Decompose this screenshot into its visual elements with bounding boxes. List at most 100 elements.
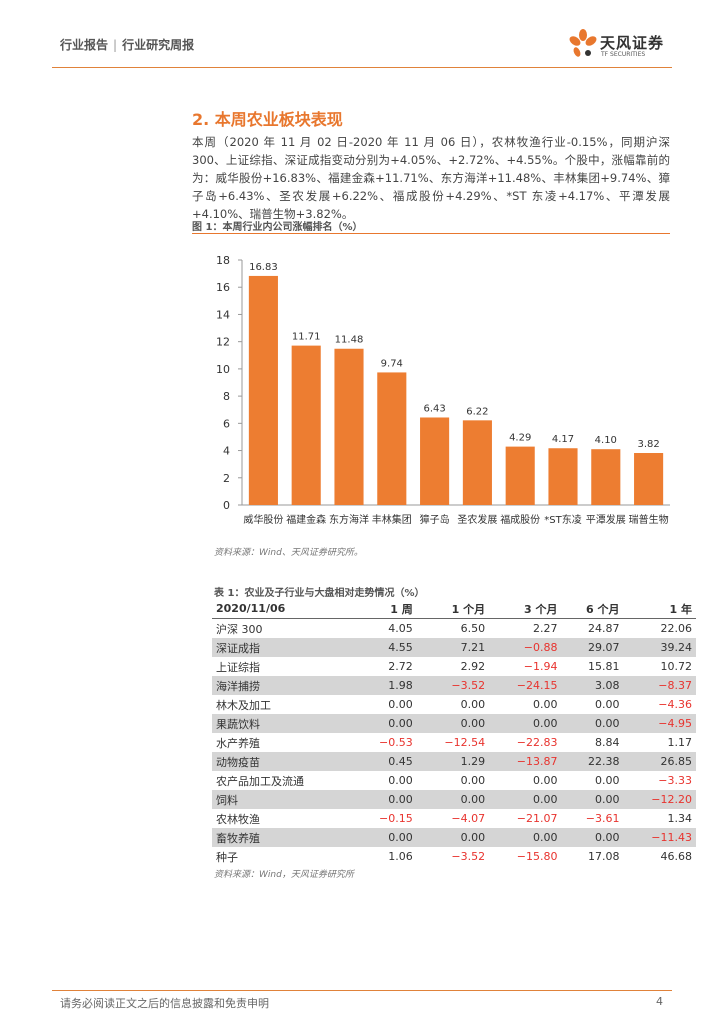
table-row-label: 畜牧养殖 <box>212 828 355 847</box>
y-tick-label: 2 <box>223 472 230 485</box>
table-cell: −21.07 <box>516 812 558 825</box>
table-header-period: 1 年 <box>623 599 696 619</box>
table-cell: 4.55 <box>354 638 417 657</box>
table-cell: −0.15 <box>378 812 413 825</box>
table-cell: −24.15 <box>489 676 562 695</box>
footer-rule <box>52 990 672 991</box>
footer-disclaimer: 请务必阅读正文之后的信息披露和免责申明 <box>60 997 269 1010</box>
table-row: 海洋捕捞 1.98 −3.52 −24.15 3.08 −8.37 <box>212 676 696 695</box>
bar <box>634 453 664 505</box>
x-category-label: 平潭发展 <box>586 513 626 526</box>
bar-value-label: 9.74 <box>381 358 403 369</box>
table-cell: −0.88 <box>489 638 562 657</box>
y-tick-label: 12 <box>216 336 230 349</box>
table-cell: 0.00 <box>561 828 624 847</box>
y-tick-label: 8 <box>223 390 230 403</box>
table-cell: −15.80 <box>516 850 558 863</box>
bar-value-label: 16.83 <box>249 262 278 273</box>
table-cell: 1.98 <box>354 676 417 695</box>
table-cell: 17.08 <box>588 850 620 863</box>
section-paragraph: 本周（2020 年 11 月 02 日-2020 年 11 月 06 日），农林… <box>192 135 670 221</box>
report-header: 行业报告 | 行业研究周报 <box>60 36 194 53</box>
bar <box>505 446 535 505</box>
table-row-label: 海洋捕捞 <box>212 676 355 695</box>
table-cell: 0.00 <box>561 714 624 733</box>
table-row: 农产品加工及流通 0.00 0.00 0.00 0.00 −3.33 <box>212 771 696 790</box>
table-row: 种子 1.06 −3.52 −15.80 17.08 46.68 <box>212 847 696 866</box>
table-cell: 2.92 <box>460 660 486 673</box>
table-cell: 22.38 <box>561 752 624 771</box>
table-cell: 0.00 <box>354 790 417 809</box>
header-rule <box>52 67 672 68</box>
header-separator: | <box>113 38 118 52</box>
table-row-label: 上证综指 <box>216 660 260 674</box>
table-cell: 22.06 <box>660 622 693 635</box>
table-cell: 26.85 <box>623 752 696 771</box>
logo-name-en: TF SECURITIES <box>601 51 646 58</box>
company-logo: 天风证券 TF SECURITIES <box>568 28 678 62</box>
x-category-label: 丰林集团 <box>372 513 412 526</box>
table-row-label: 沪深 300 <box>216 622 263 636</box>
table-title: 表 1：农业及子行业与大盘相对走势情况（%） <box>214 588 425 599</box>
table-cell: 24.87 <box>588 622 620 635</box>
table-cell: 3.08 <box>561 676 624 695</box>
table-cell: −3.33 <box>658 774 692 787</box>
figure-title: 图 1：本周行业内公司涨幅排名（%） <box>192 222 363 233</box>
table-cell: 0.00 <box>595 698 620 711</box>
table-cell: 0.00 <box>388 774 413 787</box>
bar-value-label: 3.82 <box>637 439 659 450</box>
table-cell: 0.00 <box>489 790 562 809</box>
section-title: 2. 本周农业板块表现 <box>192 110 343 129</box>
table-cell: 6.50 <box>460 622 486 635</box>
table-cell: 39.24 <box>623 638 696 657</box>
table-header-period: 6 个月 <box>561 599 624 619</box>
table-cell: 0.00 <box>354 714 417 733</box>
table-row: 上证综指 2.72 2.92 −1.94 15.81 10.72 <box>212 657 696 676</box>
table-cell: 7.21 <box>416 638 490 657</box>
report-name: 行业研究周报 <box>122 38 195 52</box>
bar-chart: 0 2 4 6 8 10 12 14 16 18 16.83 威华股份 11.71 福建金森 11.48 东方… <box>216 254 670 526</box>
table-row-label: 水产养殖 <box>216 736 260 750</box>
bar <box>248 275 278 505</box>
table-row-label: 种子 <box>216 850 238 864</box>
table-cell: 0.00 <box>533 698 558 711</box>
table-cell: 0.00 <box>416 828 490 847</box>
table-cell: 1.29 <box>416 752 490 771</box>
page-number: 4 <box>656 995 663 1008</box>
table-cell: 46.68 <box>660 850 693 863</box>
table-cell: 0.00 <box>354 828 417 847</box>
y-tick-label: 6 <box>223 417 230 430</box>
table-row: 农林牧渔 −0.15 −4.07 −21.07 −3.61 1.34 <box>212 809 696 828</box>
bar <box>377 372 407 505</box>
table-cell: −4.36 <box>658 698 692 711</box>
table-cell: −12.54 <box>444 736 486 749</box>
bar-value-label: 11.71 <box>292 332 321 343</box>
table-row-label: 农产品加工及流通 <box>216 774 304 788</box>
bar <box>334 348 364 505</box>
table-cell: −4.95 <box>623 714 696 733</box>
table-row: 林木及加工 0.00 0.00 0.00 0.00 −4.36 <box>212 695 696 714</box>
table-header-period: 1 个月 <box>416 599 490 619</box>
table-cell: −8.37 <box>623 676 696 695</box>
table-cell: 2.72 <box>388 660 413 673</box>
y-tick-label: 18 <box>216 254 230 267</box>
bar <box>291 345 321 505</box>
bar <box>420 417 450 505</box>
table-row: 水产养殖 −0.53 −12.54 −22.83 8.84 1.17 <box>212 733 696 752</box>
bar-value-label: 6.43 <box>423 403 445 414</box>
table-cell: −22.83 <box>516 736 558 749</box>
y-tick-label: 16 <box>216 281 230 294</box>
table-row-label: 农林牧渔 <box>216 812 260 826</box>
table-cell: 1.17 <box>667 736 693 749</box>
x-category-label: 福建金森 <box>286 513 326 526</box>
y-tick-label: 4 <box>223 445 230 458</box>
x-category-label: 东方海洋 <box>329 513 369 526</box>
table-cell: 15.81 <box>588 660 620 673</box>
bar-value-label: 4.29 <box>509 433 531 444</box>
x-category-label: 威华股份 <box>243 513 283 526</box>
table-cell: 0.00 <box>460 774 486 787</box>
table-cell: −3.61 <box>585 812 620 825</box>
table-row: 果蔬饮料 0.00 0.00 0.00 0.00 −4.95 <box>212 714 696 733</box>
bar-value-label: 6.22 <box>466 406 488 417</box>
figure-source: 资料来源：Wind、天风证券研究所。 <box>214 548 363 558</box>
